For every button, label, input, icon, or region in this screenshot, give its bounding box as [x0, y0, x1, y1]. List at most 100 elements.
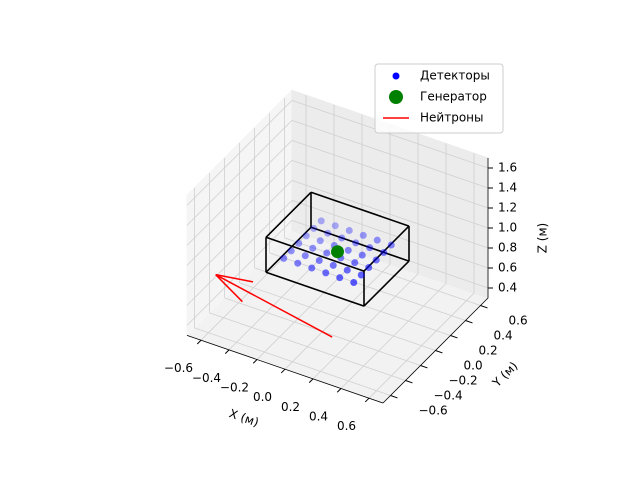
detector-point — [324, 229, 332, 237]
grid-line — [291, 120, 489, 189]
detector-point — [357, 271, 365, 279]
grid-line — [291, 160, 489, 229]
detector-point — [366, 244, 374, 252]
detector-point — [317, 217, 325, 225]
grid-line — [239, 282, 436, 351]
legend-label: Генератор — [420, 90, 487, 104]
y-tick-label: −0.6 — [419, 404, 448, 418]
y-tick — [465, 320, 473, 324]
y-tick-label: 0.2 — [479, 344, 498, 358]
y-tick — [480, 305, 488, 309]
grid-line — [209, 312, 406, 381]
z-tick-label: 1.6 — [498, 161, 517, 175]
legend-marker — [389, 90, 403, 104]
x-tick — [364, 397, 370, 403]
grid-line — [291, 200, 489, 269]
y-tick-label: 0.6 — [509, 314, 528, 328]
z-tick-label: 0.8 — [498, 241, 517, 255]
grid-line — [269, 252, 466, 321]
detector-point — [350, 279, 358, 287]
detector-point — [338, 234, 346, 242]
arrow-head — [215, 273, 254, 283]
x-tick-label: −0.4 — [192, 371, 221, 385]
z-tick-label: 0.4 — [498, 281, 517, 295]
detector-point — [308, 264, 316, 272]
y-tick — [450, 335, 458, 339]
y-tick-label: −0.2 — [449, 374, 478, 388]
x-tick — [336, 388, 342, 393]
z-tick-label: 0.6 — [498, 261, 517, 275]
detector-point — [310, 224, 318, 232]
detector-point — [294, 259, 302, 267]
detector-point — [365, 264, 373, 272]
x-tick-label: 0.2 — [281, 400, 300, 414]
detector-point — [316, 237, 324, 245]
detector-point — [359, 231, 367, 239]
detector-point — [344, 246, 352, 254]
detector-point — [280, 254, 288, 262]
grid-line — [186, 180, 293, 286]
detector-point — [373, 236, 381, 244]
x-tick — [196, 339, 202, 345]
box-edge — [265, 226, 312, 273]
arrow-head — [215, 274, 243, 303]
detector-point — [329, 261, 337, 269]
y-tick — [390, 395, 398, 399]
x-tick-label: −0.6 — [164, 361, 193, 375]
detector-point — [301, 252, 309, 260]
generator-point — [331, 245, 344, 259]
legend-label: Детекторы — [420, 69, 490, 83]
x-tick-label: 0.6 — [337, 419, 356, 433]
grid-line — [291, 180, 489, 249]
detector-point — [343, 266, 351, 274]
x-tick — [280, 368, 286, 374]
y-tick-label: −0.4 — [434, 389, 463, 403]
z-tick-label: 1.4 — [498, 181, 517, 195]
x-tick — [224, 349, 230, 354]
y-tick-label: 0.4 — [494, 329, 513, 343]
y-tick — [420, 365, 428, 369]
x-tick-label: 0.0 — [253, 390, 272, 404]
box-edge — [363, 225, 410, 272]
x-tick-label: −0.2 — [220, 381, 249, 395]
detector-point — [309, 244, 317, 252]
x-tick — [308, 378, 314, 383]
box-edge — [265, 271, 365, 307]
y-tick — [405, 380, 413, 384]
box-edge — [265, 236, 365, 272]
box-edge — [363, 260, 410, 307]
detector-point — [358, 251, 366, 259]
legend-label: Нейтроны — [420, 111, 483, 125]
detector-point — [287, 247, 295, 255]
detector-point — [352, 239, 360, 247]
detector-point — [302, 232, 310, 240]
x-tick-label: 0.4 — [309, 410, 328, 424]
box-edge — [310, 226, 410, 262]
grid-line — [186, 200, 293, 306]
grid-line — [186, 100, 293, 206]
grid-line — [291, 100, 489, 169]
detector-point — [323, 249, 331, 257]
detector-point — [295, 239, 303, 247]
grid-line — [186, 140, 293, 246]
detector-point — [387, 241, 395, 249]
x-tick — [252, 359, 258, 364]
z-tick-label: 1.2 — [498, 201, 517, 215]
detector-point — [380, 249, 388, 257]
z-tick-label: 1.0 — [498, 221, 517, 235]
y-tick-label: 0.0 — [464, 359, 483, 373]
detector-point — [345, 227, 353, 235]
legend-marker — [392, 72, 400, 80]
grid-line — [186, 120, 293, 226]
detector-point — [336, 274, 344, 282]
y-tick — [435, 350, 443, 354]
legend-frame — [374, 63, 504, 134]
grid-line — [186, 220, 293, 326]
detector-point — [372, 256, 380, 264]
box-edge — [310, 191, 410, 227]
grid-line — [291, 140, 489, 209]
neutron-line — [215, 274, 333, 338]
z-axis-label: Z (м) — [536, 223, 550, 253]
detector-point — [351, 259, 359, 267]
